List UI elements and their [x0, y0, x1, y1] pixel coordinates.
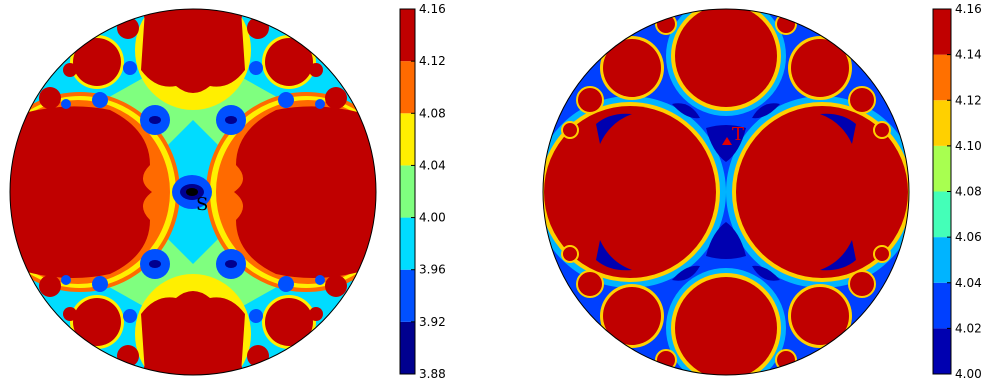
right-colorbar-tick-label: 4.00 [955, 367, 982, 381]
marker-triangle-t [722, 137, 732, 145]
left-colorbar-frame [399, 8, 416, 375]
left-colorbar-tick-label: 3.88 [419, 367, 446, 381]
right-colorbar-segment [933, 282, 951, 329]
left-lobe-east [206, 92, 376, 292]
left-lobe-north [135, 9, 251, 110]
right-lobe-east [726, 96, 909, 288]
left-colorbar-tick-label: 4.04 [419, 158, 446, 172]
left-colorbar: 3.88 3.92 3.96 4.00 4.04 4.08 4.12 4.16 [399, 2, 446, 381]
left-colorbar-tick-label: 4.12 [419, 54, 446, 68]
left-lobe-west [10, 92, 180, 292]
right-colorbar-tick-label: 4.06 [955, 230, 982, 244]
right-lobe-north [666, 9, 786, 116]
right-colorbar-segment [933, 9, 951, 55]
right-colorbar-tick-label: 4.16 [955, 2, 982, 16]
left-lobe-south [135, 274, 251, 375]
right-lobe-west [543, 96, 726, 288]
left-colorbar-tick-label: 3.96 [419, 263, 446, 277]
left-plot-disk: S [9, 8, 377, 376]
left-colorbar-tick-label: 4.16 [419, 2, 446, 16]
left-lobes-medium [70, 35, 316, 349]
left-minima-wells [61, 61, 325, 323]
right-lobes-medium [600, 36, 852, 348]
left-colorbar-tick-label: 4.00 [419, 211, 446, 225]
right-colorbar-tick-label: 4.10 [955, 139, 982, 153]
left-colorbar-segment [400, 113, 415, 166]
right-colorbar-segment [933, 328, 951, 374]
left-colorbar-segment [400, 61, 415, 114]
left-colorbar-segment [400, 217, 415, 270]
left-central-minimum [172, 175, 212, 209]
right-colorbar-segment [933, 145, 951, 192]
right-plot-disk: T [542, 8, 910, 376]
right-colorbar-tick-label: 4.04 [955, 276, 982, 290]
right-colorbar: 4.00 4.02 4.04 4.06 4.08 4.10 4.12 4.14 4.16 [932, 2, 982, 381]
right-colorbar-segment [933, 191, 951, 238]
right-colorbar-segment [933, 237, 951, 283]
marker-label-t: T [732, 124, 744, 145]
right-colorbar-tick-label: 4.08 [955, 185, 982, 199]
left-colorbar-segment [400, 9, 415, 62]
marker-label-s: S [196, 194, 208, 215]
right-lobe-south [666, 268, 786, 375]
right-colorbar-tick-label: 4.14 [955, 48, 982, 62]
left-colorbar-tick-label: 4.08 [419, 106, 446, 120]
right-colorbar-tick-label: 4.02 [955, 321, 982, 335]
left-colorbar-segment [400, 165, 415, 218]
right-colorbar-tick-label: 4.12 [955, 93, 982, 107]
left-colorbar-segment [400, 269, 415, 322]
left-colorbar-segment [400, 321, 415, 374]
right-colorbar-segment [933, 100, 951, 146]
left-colorbar-tick-label: 3.92 [419, 315, 446, 329]
right-colorbar-segment [933, 54, 951, 101]
